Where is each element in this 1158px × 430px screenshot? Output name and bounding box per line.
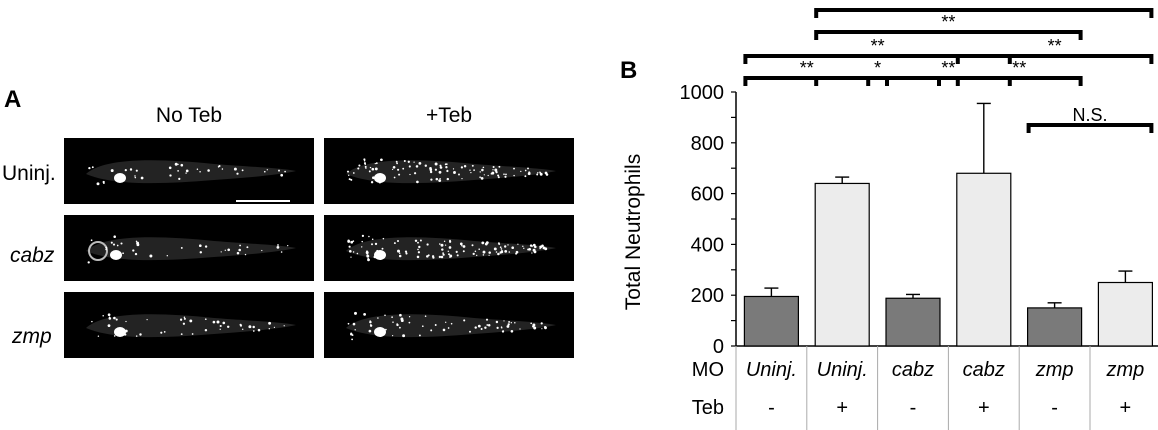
panel-b-label: B bbox=[620, 57, 637, 84]
fish-image-uninj-teb bbox=[324, 138, 574, 204]
significance-label: ** bbox=[1048, 36, 1062, 56]
table-cell: zmp bbox=[1106, 359, 1145, 381]
table-cell: + bbox=[1120, 397, 1132, 419]
table-cell: - bbox=[1051, 397, 1058, 419]
significance-label: ** bbox=[941, 12, 955, 32]
y-tick-label: 1000 bbox=[680, 82, 725, 104]
table-cell: cabz bbox=[892, 359, 934, 381]
table-cell: - bbox=[768, 397, 775, 419]
significance-label: * bbox=[980, 0, 987, 10]
row-label-uninj: Uninj. bbox=[2, 162, 56, 185]
table-cell: + bbox=[836, 397, 848, 419]
significance-label: ** bbox=[800, 58, 814, 78]
table-cell: + bbox=[978, 397, 990, 419]
bar-2 bbox=[885, 297, 941, 347]
significance-label: * bbox=[874, 58, 881, 78]
fish-image-cabz-no-teb bbox=[64, 215, 314, 281]
y-tick-label: 600 bbox=[691, 184, 724, 206]
bar-4 bbox=[1027, 307, 1083, 347]
y-tick-label: 800 bbox=[691, 133, 724, 155]
significance-label: N.S. bbox=[1072, 105, 1107, 125]
fish-image-zmp-teb bbox=[324, 292, 574, 358]
table-row-label: Teb bbox=[692, 397, 724, 419]
bar-5 bbox=[1097, 281, 1153, 347]
table-cell: cabz bbox=[963, 359, 1005, 381]
table-row-label: MO bbox=[692, 359, 724, 381]
fish-image-zmp-no-teb bbox=[64, 292, 314, 358]
table-cell: - bbox=[910, 397, 917, 419]
table-cell: Uninj. bbox=[817, 359, 868, 381]
y-tick-label: 200 bbox=[691, 285, 724, 307]
row-label-cabz: cabz bbox=[10, 244, 55, 267]
table-cell: Uninj. bbox=[746, 359, 797, 381]
column-header-plus-teb: +Teb bbox=[425, 104, 473, 127]
significance-label: ** bbox=[1012, 58, 1026, 78]
y-tick-label: 400 bbox=[691, 234, 724, 256]
panel-a-label: A bbox=[4, 86, 22, 113]
fish-image-uninj-no-teb bbox=[64, 138, 314, 204]
significance-label: ** bbox=[941, 58, 955, 78]
y-axis-label: Total Neutrophils bbox=[622, 154, 645, 310]
bar-0 bbox=[743, 295, 799, 347]
column-header-no-teb: No Teb bbox=[155, 104, 223, 127]
fish-image-cabz-teb bbox=[324, 215, 574, 281]
row-label-zmp: zmp bbox=[12, 325, 52, 348]
y-tick-label: 0 bbox=[713, 336, 724, 358]
significance-label: ** bbox=[871, 36, 885, 56]
bar-1 bbox=[814, 182, 870, 347]
bar-3 bbox=[956, 172, 1012, 347]
table-cell: zmp bbox=[1035, 359, 1074, 381]
